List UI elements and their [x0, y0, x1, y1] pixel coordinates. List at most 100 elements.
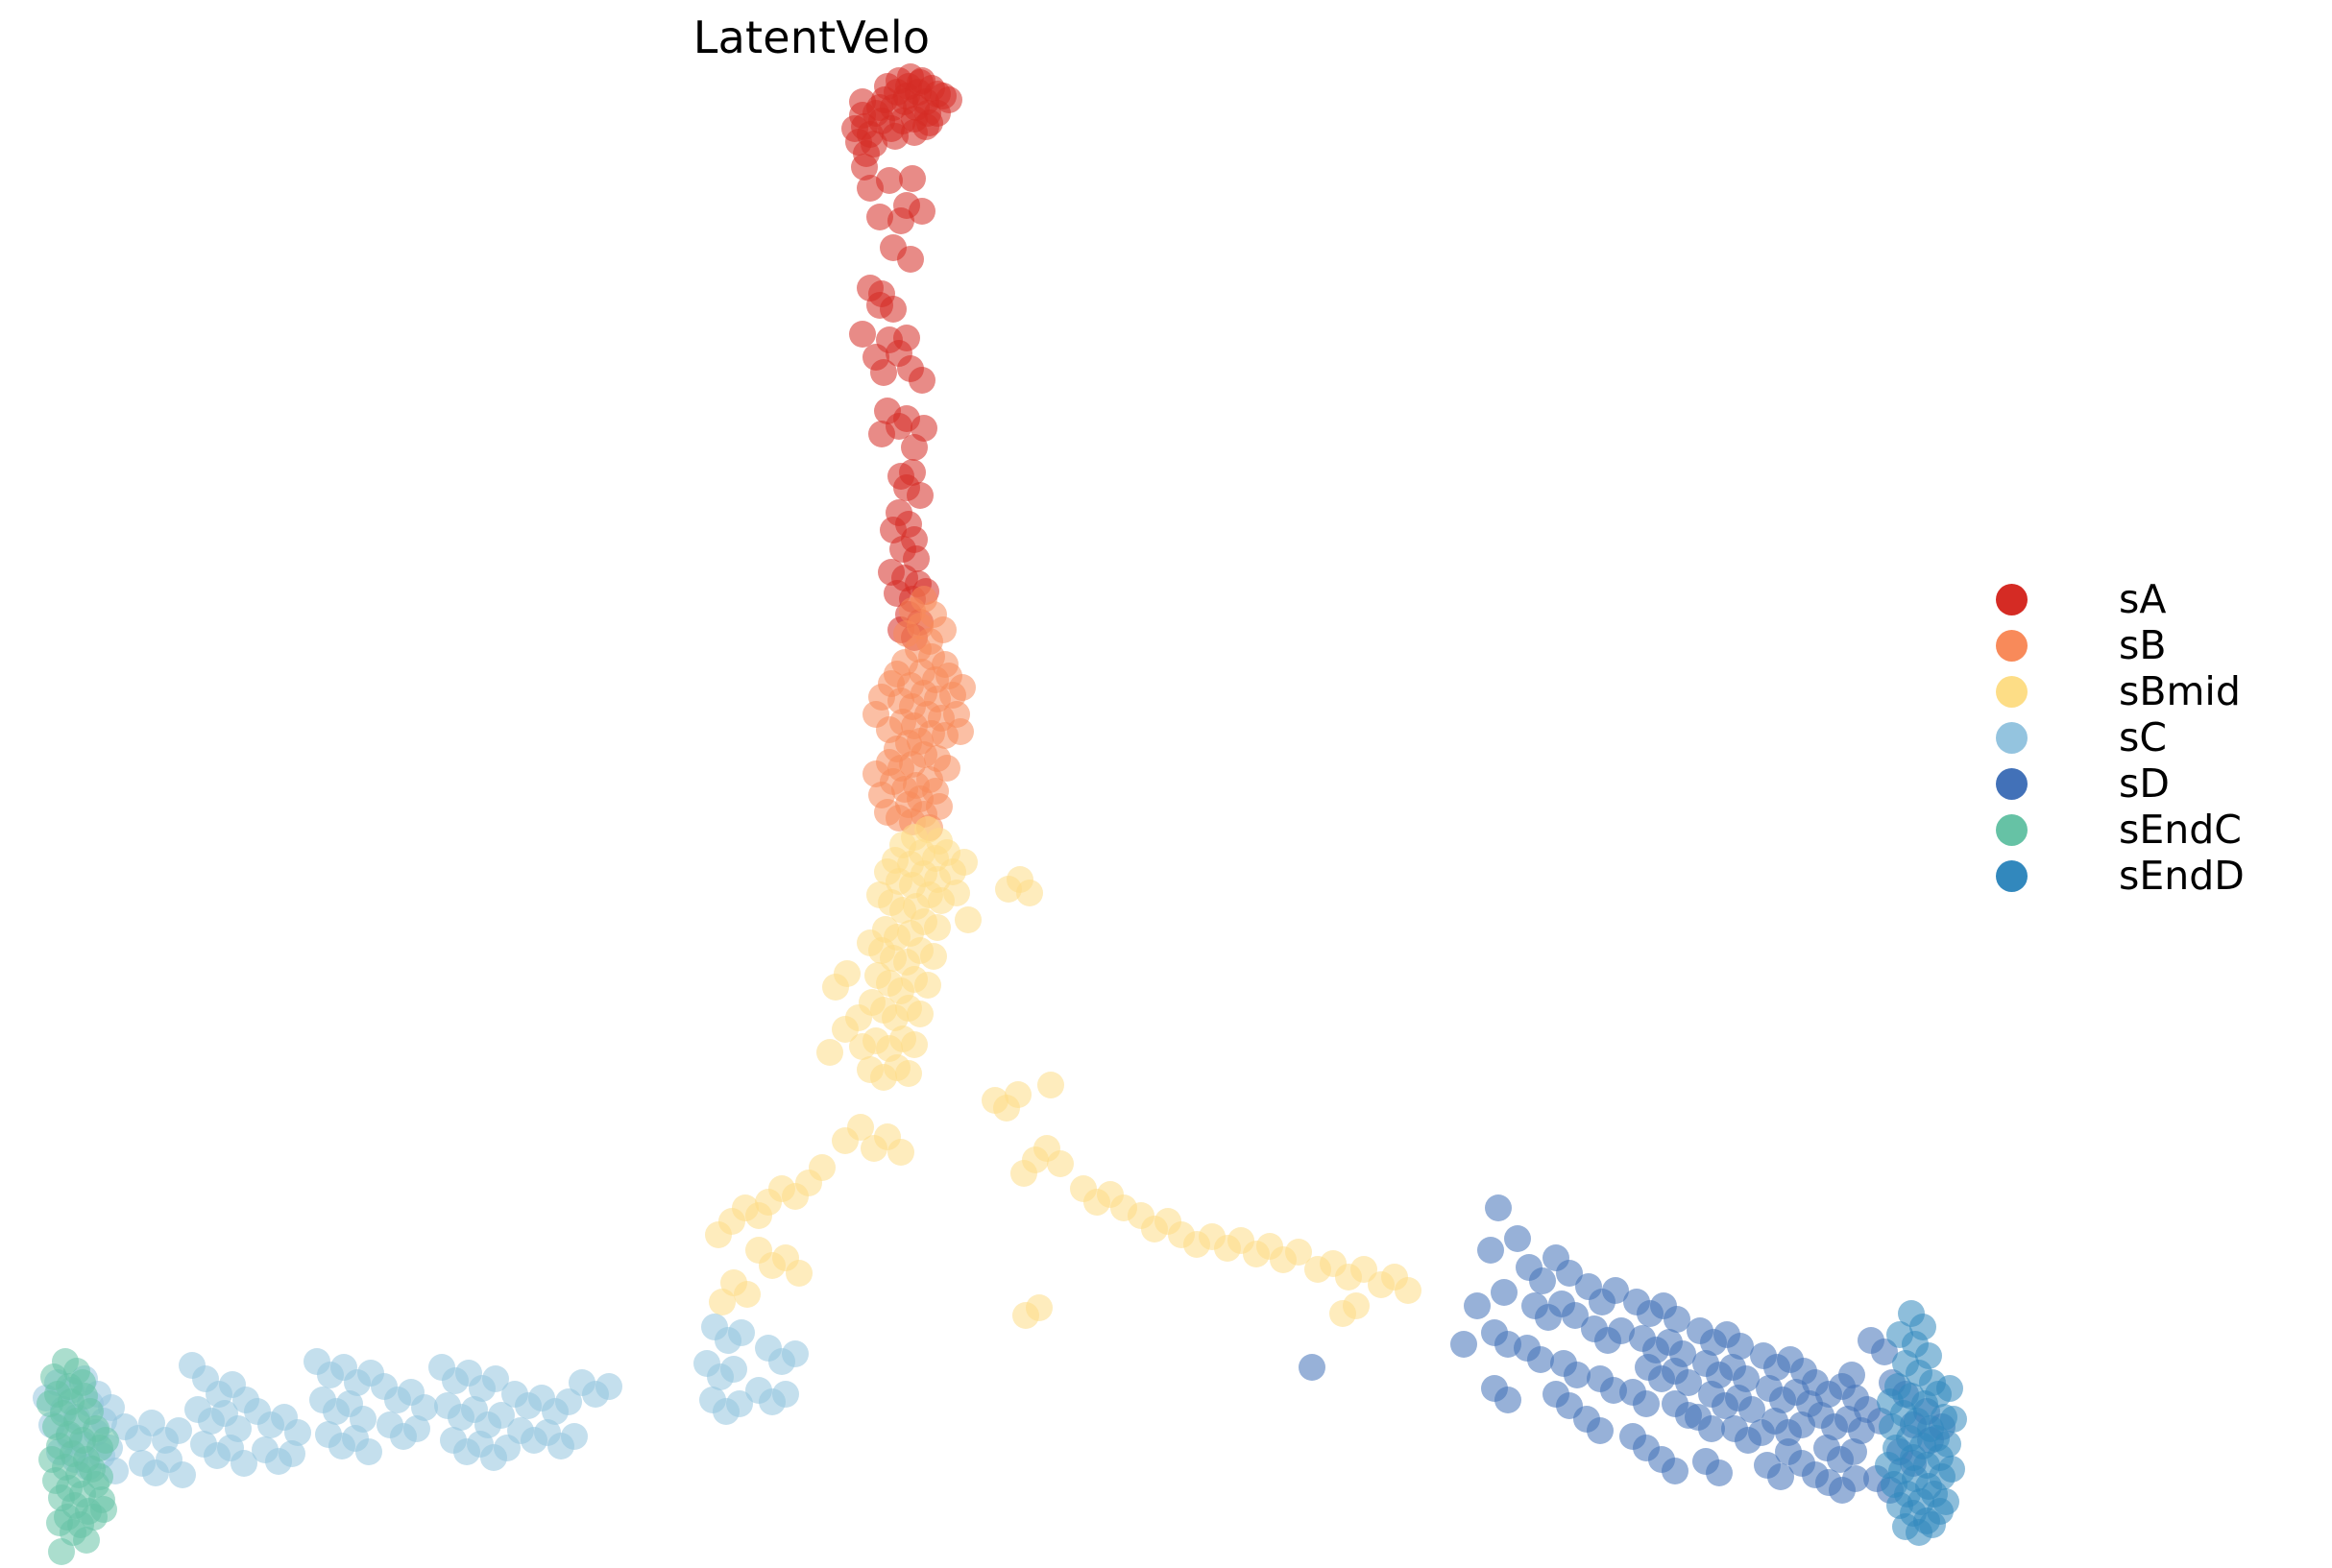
scatter-point	[1936, 1375, 1963, 1402]
scatter-point	[488, 1402, 515, 1429]
scatter-point	[1940, 1406, 1967, 1433]
scatter-point	[955, 906, 982, 933]
scatter-point	[1556, 1260, 1583, 1287]
scatter-series-sB	[862, 586, 976, 841]
scatter-point	[726, 1390, 753, 1417]
legend-item-sEndC[interactable]: sEndC	[1996, 807, 2322, 853]
scatter-point	[851, 154, 878, 181]
scatter-point	[1662, 1458, 1688, 1484]
scatter-point	[1504, 1225, 1531, 1252]
scatter-point	[555, 1388, 582, 1415]
scatter-point	[1706, 1459, 1733, 1486]
scatter-point	[411, 1394, 438, 1421]
legend-item-sA[interactable]: sA	[1996, 576, 2322, 622]
scatter-point	[1562, 1302, 1589, 1329]
scatter-point	[899, 165, 926, 192]
scatter-point	[595, 1373, 622, 1400]
scatter-point	[1838, 1362, 1865, 1388]
scatter-point	[231, 1450, 257, 1477]
legend-item-sC[interactable]: sC	[1996, 714, 2322, 760]
scatter-point	[1350, 1256, 1377, 1283]
scatter-point	[709, 1289, 736, 1315]
scatter-point	[951, 849, 978, 876]
scatter-point	[1934, 1431, 1961, 1458]
scatter-point	[849, 1033, 876, 1060]
scatter-series-sD	[1299, 1194, 1955, 1504]
scatter-point	[832, 1016, 859, 1043]
scatter-point	[907, 482, 934, 509]
legend-label: sB	[2119, 621, 2167, 668]
scatter-point	[947, 718, 974, 745]
scatter-point	[1450, 1331, 1477, 1358]
scatter-point	[1587, 1417, 1614, 1444]
scatter-point	[1881, 1471, 1907, 1498]
scatter-point	[874, 858, 901, 885]
scatter-point	[720, 1356, 747, 1383]
scatter-point	[866, 881, 893, 908]
scatter-point	[895, 1060, 922, 1087]
scatter-point	[866, 204, 893, 230]
scatter-point	[1477, 1237, 1504, 1264]
legend: sA sB sBmid sC sD sEndC sEndD	[1996, 576, 2322, 899]
legend-swatch-icon	[1996, 583, 2028, 615]
scatter-point	[86, 1463, 113, 1490]
scatter-point	[866, 292, 893, 319]
scatter-point	[911, 415, 937, 442]
scatter-point	[98, 1394, 125, 1421]
scatter-point	[849, 321, 876, 348]
scatter-point	[482, 1365, 509, 1392]
legend-label: sA	[2119, 575, 2167, 622]
scatter-series-sEndD	[1875, 1300, 1967, 1546]
scatter-point	[734, 1281, 761, 1308]
scatter-point	[1938, 1456, 1965, 1483]
scatter-point	[982, 1087, 1008, 1114]
scatter-point	[1608, 1317, 1635, 1344]
scatter-series-sC	[33, 1314, 809, 1488]
scatter-point	[92, 1427, 119, 1454]
legend-swatch-icon	[1996, 859, 2028, 892]
scatter-point	[169, 1461, 196, 1488]
legend-label: sBmid	[2119, 667, 2241, 714]
scatter-point	[1633, 1390, 1660, 1417]
legend-swatch-icon	[1996, 675, 2028, 708]
scatter-point	[38, 1446, 65, 1473]
legend-swatch-icon	[1996, 629, 2028, 662]
scatter-point	[279, 1440, 305, 1467]
legend-item-sEndD[interactable]: sEndD	[1996, 853, 2322, 899]
scatter-point	[561, 1423, 588, 1450]
scatter-point	[1600, 1377, 1627, 1404]
scatter-point	[1727, 1333, 1754, 1360]
scatter-point	[1529, 1267, 1556, 1294]
scatter-point	[887, 207, 914, 234]
scatter-point	[1285, 1239, 1312, 1266]
legend-item-sD[interactable]: sD	[1996, 760, 2322, 807]
legend-item-sB[interactable]: sB	[1996, 622, 2322, 668]
scatter-point	[1842, 1465, 1869, 1492]
scatter-point	[1026, 1294, 1053, 1321]
scatter-point	[1698, 1415, 1725, 1442]
scatter-point	[772, 1381, 799, 1408]
scatter-point	[403, 1415, 430, 1442]
scatter-point	[847, 1114, 874, 1141]
scatter-point	[1491, 1279, 1518, 1306]
scatter-point	[849, 88, 876, 115]
scatter-point	[924, 914, 951, 941]
scatter-point	[907, 1001, 934, 1027]
scatter-point	[1527, 1346, 1554, 1373]
scatter-point	[1602, 1277, 1629, 1304]
scatter-point	[786, 1260, 813, 1287]
scatter-point	[909, 367, 935, 394]
scatter-series-sBmid	[705, 816, 1421, 1329]
scatter-point	[930, 616, 957, 643]
scatter-point	[887, 1139, 914, 1166]
scatter-series-sA	[841, 63, 962, 651]
scatter-point	[48, 1538, 75, 1565]
legend-item-sBmid[interactable]: sBmid	[1996, 668, 2322, 714]
scatter-point	[857, 929, 884, 956]
scatter-point	[916, 109, 943, 136]
scatter-point	[1932, 1488, 1959, 1515]
scatter-point	[355, 1438, 382, 1465]
scatter-point	[864, 962, 891, 989]
scatter-point	[1299, 1354, 1325, 1381]
